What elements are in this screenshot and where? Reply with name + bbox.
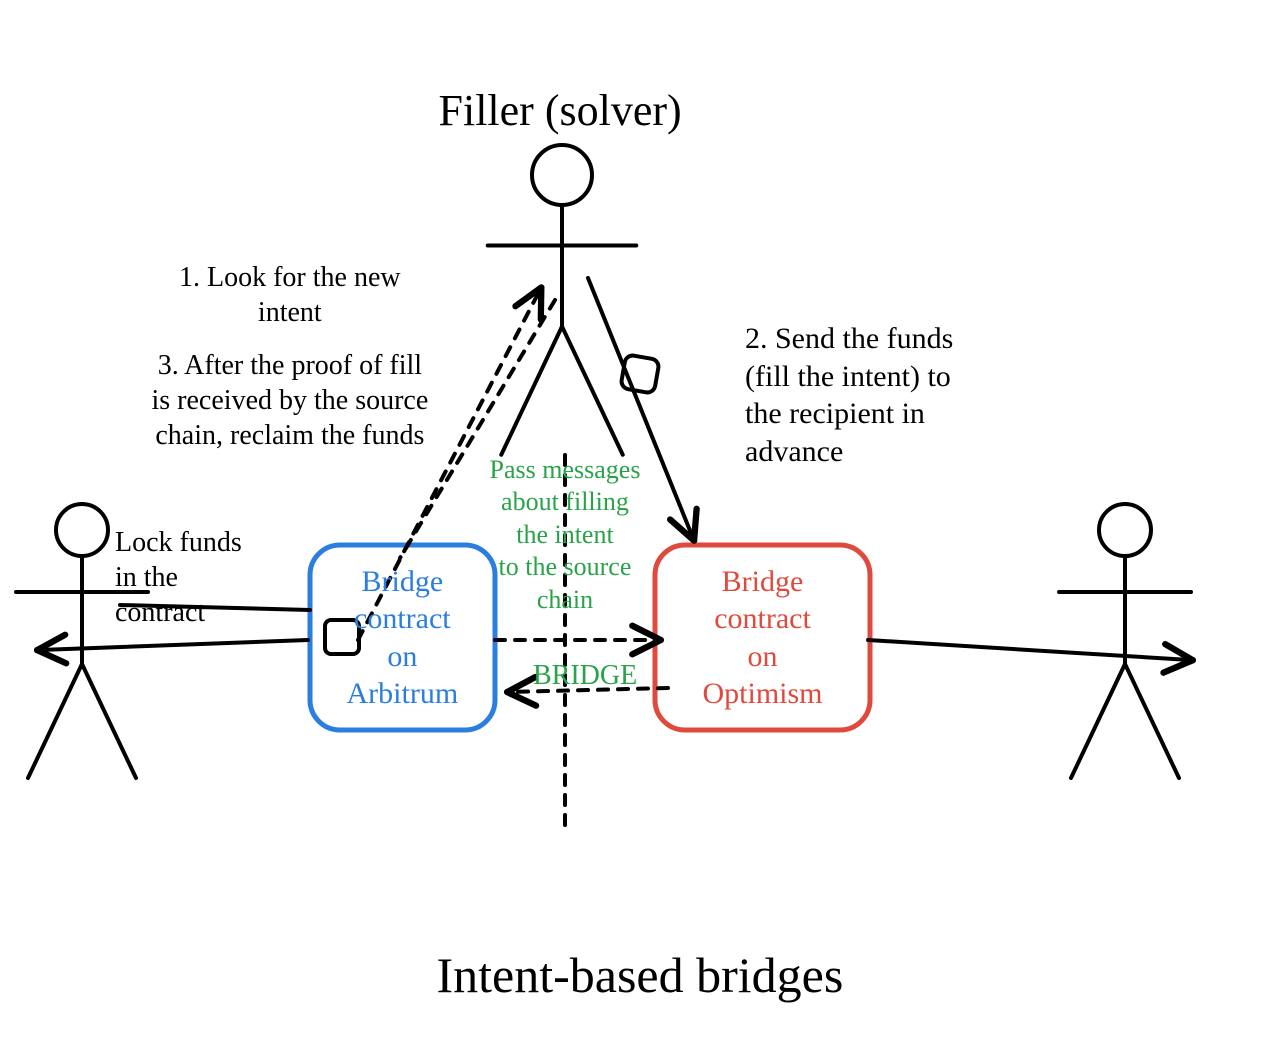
- step-1-text: 1. Look for the new intent: [179, 260, 401, 330]
- diagram-caption: Intent-based bridges: [437, 944, 844, 1007]
- step-2-text: 2. Send the funds (fill the intent) to t…: [745, 320, 953, 470]
- filler-stick-figure: [488, 145, 637, 455]
- arrow-optimism-to-rightactor: [868, 640, 1190, 660]
- bridge-message-text: Pass messages about filling the intent t…: [490, 454, 641, 617]
- right-user-stick-figure: [1059, 504, 1191, 778]
- optimism-box-label: Bridge contract on Optimism: [703, 563, 823, 713]
- bridge-word: BRIDGE: [533, 658, 637, 693]
- step-3-text: 3. After the proof of fill is received b…: [152, 348, 429, 453]
- arbitrum-box-label: Bridge contract on Arbitrum: [347, 563, 459, 713]
- diagram-stage: Filler (solver) Intent-based bridges 1. Lo…: [0, 0, 1280, 1045]
- lock-funds-text: Lock funds in the contract: [115, 525, 242, 630]
- diagram-title: Filler (solver): [439, 83, 682, 138]
